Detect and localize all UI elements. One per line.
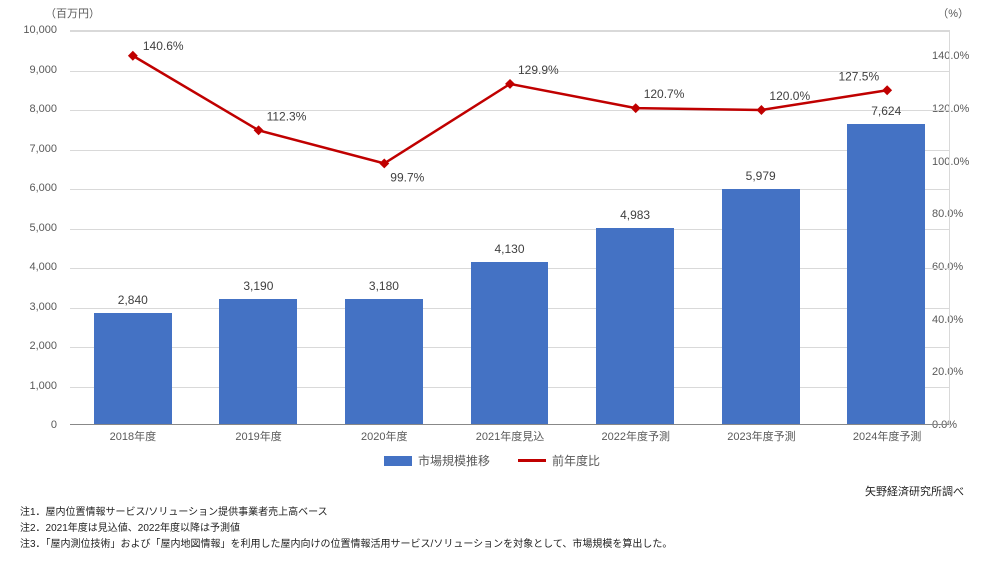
x-tick-label: 2021年度見込 bbox=[447, 428, 573, 444]
x-axis-labels: 2018年度2019年度2020年度2021年度見込2022年度予測2023年度… bbox=[70, 428, 950, 444]
left-tick-label: 0 bbox=[51, 419, 57, 431]
x-tick-label: 2024年度予測 bbox=[824, 428, 950, 444]
legend-item-line: 前年度比 bbox=[518, 452, 600, 469]
right-axis-title: （%） bbox=[937, 5, 969, 21]
line-value-label: 112.3% bbox=[267, 109, 307, 123]
x-tick-label: 2023年度予測 bbox=[699, 428, 825, 444]
line-value-label: 120.7% bbox=[644, 87, 685, 101]
legend: 市場規模推移 前年度比 bbox=[0, 452, 984, 469]
x-tick-label: 2019年度 bbox=[196, 428, 322, 444]
line-value-label: 99.7% bbox=[390, 170, 424, 184]
left-tick-label: 6,000 bbox=[29, 182, 57, 194]
x-tick-label: 2018年度 bbox=[70, 428, 196, 444]
legend-item-bar: 市場規模推移 bbox=[384, 452, 490, 469]
left-tick-label: 1,000 bbox=[29, 380, 57, 392]
footnote-line: 注1．屋内位置情報サービス/ソリューション提供事業者売上高ベース bbox=[20, 505, 672, 521]
x-tick-label: 2020年度 bbox=[321, 428, 447, 444]
left-axis-title: （百万円） bbox=[45, 5, 100, 21]
legend-line-label: 前年度比 bbox=[552, 452, 600, 469]
left-tick-label: 10,000 bbox=[23, 24, 57, 36]
trend-line bbox=[133, 56, 887, 164]
attribution: 矢野経済研究所調べ bbox=[865, 483, 964, 499]
line-layer: 140.6% 112.3% 99.7% 129.9% 120.7% 120.0% 127.5… bbox=[70, 31, 949, 425]
x-tick-label: 2022年度予測 bbox=[573, 428, 699, 444]
chart-container: （百万円） （%） 0 1,000 2,000 3,000 4,000 5,000 6,00… bbox=[0, 0, 984, 490]
line-marker-icon bbox=[756, 105, 766, 115]
left-tick-label: 5,000 bbox=[29, 222, 57, 234]
line-value-label: 120.0% bbox=[769, 89, 810, 103]
line-value-label: 140.6% bbox=[143, 39, 184, 53]
line-marker-icon bbox=[882, 85, 892, 95]
left-tick-label: 8,000 bbox=[29, 103, 57, 115]
left-tick-label: 3,000 bbox=[29, 301, 57, 313]
legend-bar-label: 市場規模推移 bbox=[418, 452, 490, 469]
footnote-line: 注2．2021年度は見込値、2022年度以降は予測値 bbox=[20, 521, 672, 537]
line-marker-icon bbox=[631, 103, 641, 113]
line-value-label: 129.9% bbox=[518, 63, 559, 77]
plot-area: 2,8403,1903,1804,1304,9835,9797,624 140.… bbox=[70, 30, 950, 425]
footnote-line: 注3．「屋内測位技術」および「屋内地図情報」を利用した屋内向けの位置情報活用サー… bbox=[20, 537, 672, 553]
left-tick-label: 9,000 bbox=[29, 64, 57, 76]
legend-line-swatch bbox=[518, 459, 546, 462]
x-axis-line bbox=[70, 424, 949, 425]
left-tick-label: 2,000 bbox=[29, 340, 57, 352]
legend-bar-swatch bbox=[384, 456, 412, 466]
footnotes: 注1．屋内位置情報サービス/ソリューション提供事業者売上高ベース注2．2021年… bbox=[20, 505, 672, 553]
left-tick-label: 7,000 bbox=[29, 143, 57, 155]
left-axis-labels: 01,0002,0003,0004,0005,0006,0007,0008,00… bbox=[0, 30, 65, 425]
line-value-label: 127.5% bbox=[838, 69, 879, 83]
left-tick-label: 4,000 bbox=[29, 261, 57, 273]
